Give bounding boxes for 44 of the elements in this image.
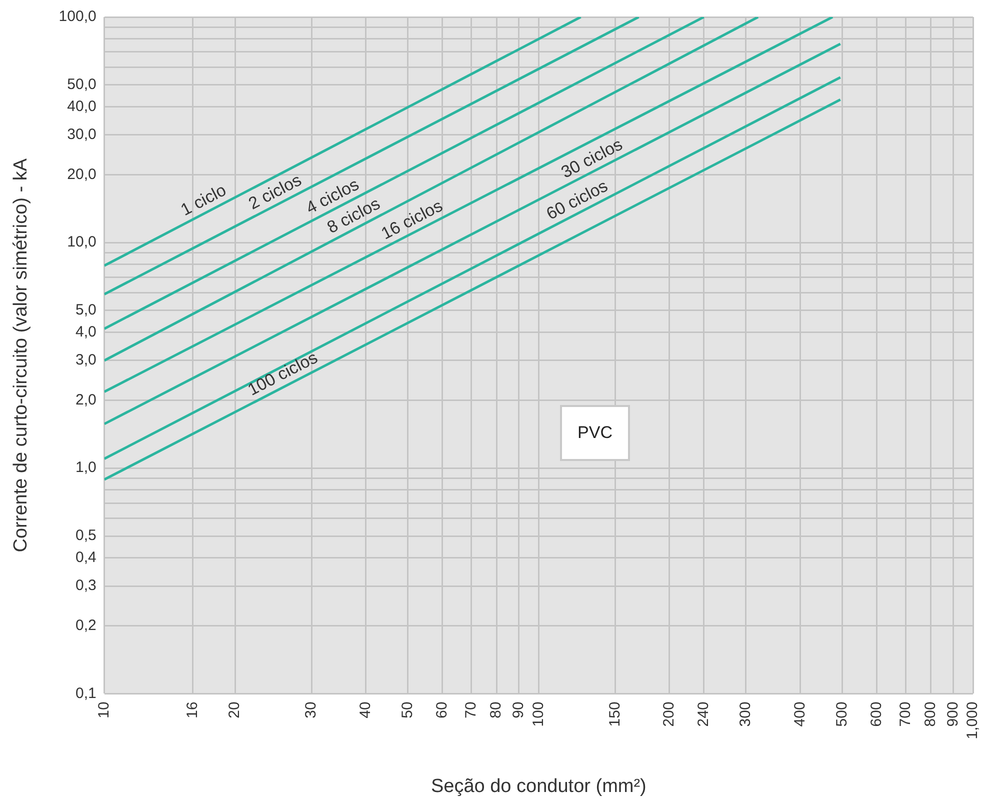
x-tick-label: 700 bbox=[896, 702, 914, 727]
y-tick-label: 5,0 bbox=[75, 302, 96, 319]
y-tick-label: 50,0 bbox=[67, 76, 96, 94]
x-axis-title: Seção do condutor (mm²) bbox=[430, 776, 646, 797]
x-tick-label: 150 bbox=[606, 702, 624, 727]
y-tick-label: 3,0 bbox=[75, 352, 96, 369]
x-tick-label: 800 bbox=[922, 702, 940, 727]
x-tick-label: 60 bbox=[433, 702, 450, 718]
x-tick-label: 20 bbox=[226, 702, 244, 718]
x-tick-label: 10 bbox=[95, 702, 112, 718]
text: 2 ciclos bbox=[246, 170, 305, 214]
x-tick-label: 1,000 bbox=[964, 702, 982, 740]
x-tick-label: 200 bbox=[660, 702, 678, 727]
x-tick-label: 80 bbox=[488, 702, 505, 718]
x-tick-label: 50 bbox=[399, 702, 416, 718]
y-tick-label: 1,0 bbox=[75, 459, 96, 476]
annotation: PVC bbox=[560, 405, 630, 461]
y-tick-label: 100,0 bbox=[58, 8, 96, 26]
x-tick-label: 16 bbox=[184, 702, 202, 718]
x-tick-label: 500 bbox=[833, 702, 850, 727]
x-tick-label: 400 bbox=[791, 702, 808, 727]
y-tick-label: 30,0 bbox=[67, 126, 96, 144]
y-tick-label: 0,2 bbox=[75, 616, 96, 634]
y-tick-label: 40,0 bbox=[67, 98, 96, 115]
x-tick-label: 100 bbox=[530, 702, 547, 727]
x-tick-label: 40 bbox=[356, 702, 374, 718]
y-tick-label: 0,3 bbox=[75, 577, 96, 594]
y-axis-title: Corrente de curto-circuito (valor simétrico) - kA bbox=[10, 158, 32, 552]
x-tick-label: 300 bbox=[737, 702, 754, 727]
x-tick-label: 240 bbox=[694, 702, 712, 727]
x-tick-label: 600 bbox=[868, 702, 885, 727]
x-tick-label: 90 bbox=[510, 702, 527, 718]
text: 100 ciclos bbox=[244, 348, 321, 400]
text: 1 ciclo bbox=[178, 180, 230, 220]
y-tick-label: 4,0 bbox=[75, 323, 96, 340]
y-tick-label: 10,0 bbox=[67, 234, 96, 251]
x-tick-label: 70 bbox=[462, 702, 480, 718]
x-tick-label: 900 bbox=[944, 702, 962, 727]
y-tick-label: 20,0 bbox=[67, 166, 96, 183]
y-tick-label: 0,1 bbox=[75, 684, 96, 702]
y-tick-label: 0,4 bbox=[75, 549, 96, 566]
y-tick-label: 0,5 bbox=[75, 527, 96, 544]
y-tick-label: 2,0 bbox=[75, 391, 96, 408]
x-tick-label: 30 bbox=[302, 702, 320, 718]
